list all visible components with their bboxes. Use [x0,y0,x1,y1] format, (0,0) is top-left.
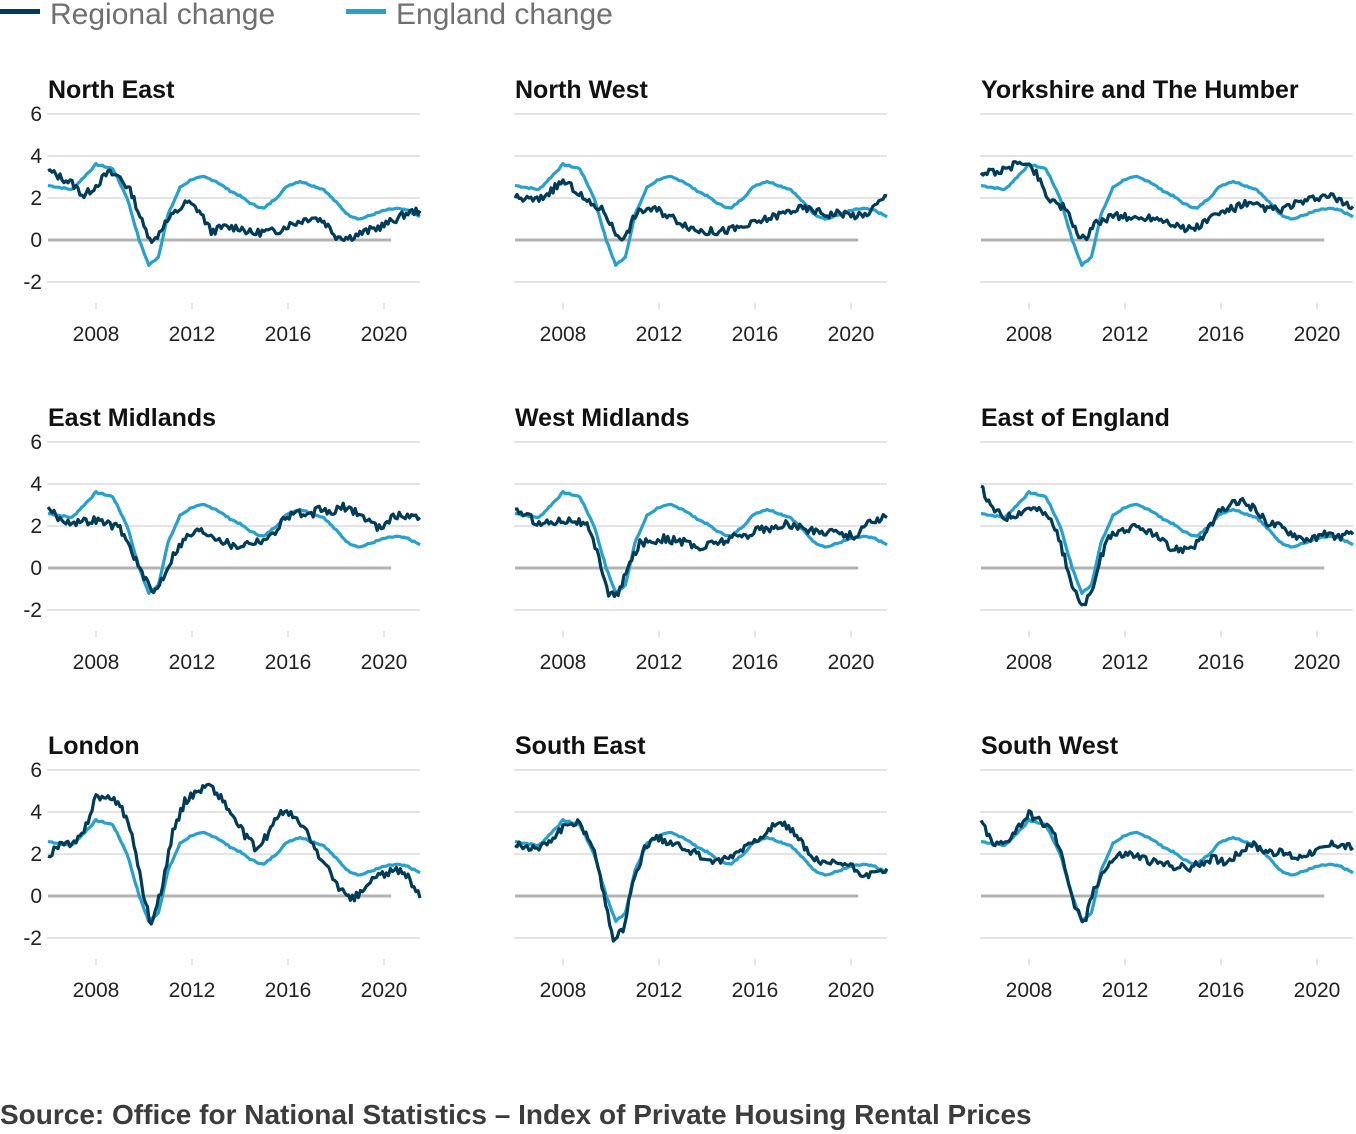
england-series-line [980,818,1354,923]
england-series-line [514,818,888,923]
x-tick-label: 2008 [540,979,587,1002]
x-tick-label: 2016 [265,323,312,346]
panel-8: South West 2008 2012 2016 2020 [979,732,1354,1002]
x-tick-label: 2020 [361,323,408,346]
x-tick-label: 2008 [1006,651,1053,674]
x-tick-label: 2008 [540,651,587,674]
x-tick-label: 2012 [636,651,683,674]
panel-title: Yorkshire and The Humber [981,76,1299,104]
x-tick-label: 2020 [1294,323,1341,346]
panel-0: North East -2 0 2 4 6 2008 2012 2016 2020 [23,76,422,346]
y-tick-label: 4 [30,473,42,496]
panel-4: West Midlands 2008 2012 2016 2020 [514,404,888,674]
x-tick-label: 2020 [828,651,875,674]
x-tick-label: 2016 [732,323,779,346]
x-tick-label: 2012 [1102,651,1149,674]
panel-title: North West [515,76,649,104]
legend: Regional change England change [0,0,613,31]
x-tick-label: 2008 [73,979,120,1002]
regional-series-line [47,782,422,926]
y-tick-label: 2 [30,843,42,866]
legend-label-regional: Regional change [50,0,275,31]
england-series-line [980,162,1354,267]
panel-title: West Midlands [515,404,690,432]
source-note: Source: Office for National Statistics –… [0,1099,1032,1130]
y-tick-label: 0 [30,557,42,580]
x-tick-label: 2020 [361,979,408,1002]
england-series-line [514,162,888,267]
x-tick-label: 2008 [1006,979,1053,1002]
x-tick-label: 2016 [265,651,312,674]
panel-title: East Midlands [48,404,216,432]
legend-swatch-regional [0,9,40,14]
panel-6: London -2 0 2 4 6 2008 2012 2016 2020 [23,732,422,1002]
x-tick-label: 2020 [1294,979,1341,1002]
x-tick-label: 2020 [828,979,875,1002]
panel-title: South West [981,732,1119,760]
panel-3: East Midlands -2 0 2 4 6 2008 2012 2016 2020 [23,404,422,674]
england-series-line [47,818,421,923]
x-tick-label: 2012 [636,323,683,346]
england-series-line [47,490,421,595]
x-tick-label: 2016 [265,979,312,1002]
x-tick-label: 2008 [73,323,120,346]
x-tick-label: 2012 [636,979,683,1002]
x-tick-label: 2012 [1102,323,1149,346]
x-tick-label: 2016 [1198,651,1245,674]
x-tick-label: 2008 [540,323,587,346]
panel-title: North East [48,76,175,104]
x-tick-label: 2012 [169,323,216,346]
y-tick-label: 0 [30,885,42,908]
y-tick-label: 4 [30,145,42,168]
regional-series-line [979,160,1355,242]
x-tick-label: 2016 [732,651,779,674]
regional-series-line [514,507,888,599]
panel-title: South East [515,732,646,760]
x-tick-label: 2016 [732,979,779,1002]
panel-title: London [48,732,140,760]
x-tick-label: 2020 [828,323,875,346]
panel-1: North West 2008 2012 2016 2020 [513,76,888,346]
england-series-line [47,162,421,267]
x-tick-label: 2012 [169,979,216,1002]
england-series-line [980,490,1354,595]
x-tick-label: 2008 [1006,323,1053,346]
regional-series-line [980,484,1355,607]
legend-label-england: England change [396,0,613,31]
y-tick-label: 2 [30,515,42,538]
x-tick-label: 2020 [361,651,408,674]
panel-title: East of England [981,404,1170,432]
y-tick-label: 0 [30,229,42,252]
y-tick-label: 6 [30,759,42,782]
y-tick-label: -2 [23,599,42,622]
legend-swatch-england [346,9,386,14]
regional-series-line [514,818,889,943]
y-tick-label: 2 [30,187,42,210]
england-series-line [514,490,888,595]
x-tick-label: 2008 [73,651,120,674]
y-tick-label: 4 [30,801,42,824]
x-tick-label: 2012 [169,651,216,674]
x-tick-label: 2016 [1198,323,1245,346]
regional-series-line [46,501,422,595]
x-tick-label: 2012 [1102,979,1149,1002]
panel-7: South East 2008 2012 2016 2020 [514,732,889,1002]
panel-5: East of England 2008 2012 2016 2020 [980,404,1355,674]
regional-series-line [979,809,1354,924]
y-tick-label: -2 [23,271,42,294]
y-tick-label: 6 [30,103,42,126]
y-tick-label: -2 [23,927,42,950]
x-tick-label: 2020 [1294,651,1341,674]
regional-series-line [513,178,888,242]
regional-series-line [47,168,422,244]
y-tick-label: 6 [30,431,42,454]
x-tick-label: 2016 [1198,979,1245,1002]
panel-2: Yorkshire and The Humber 2008 2012 2016 2020 [979,76,1355,346]
